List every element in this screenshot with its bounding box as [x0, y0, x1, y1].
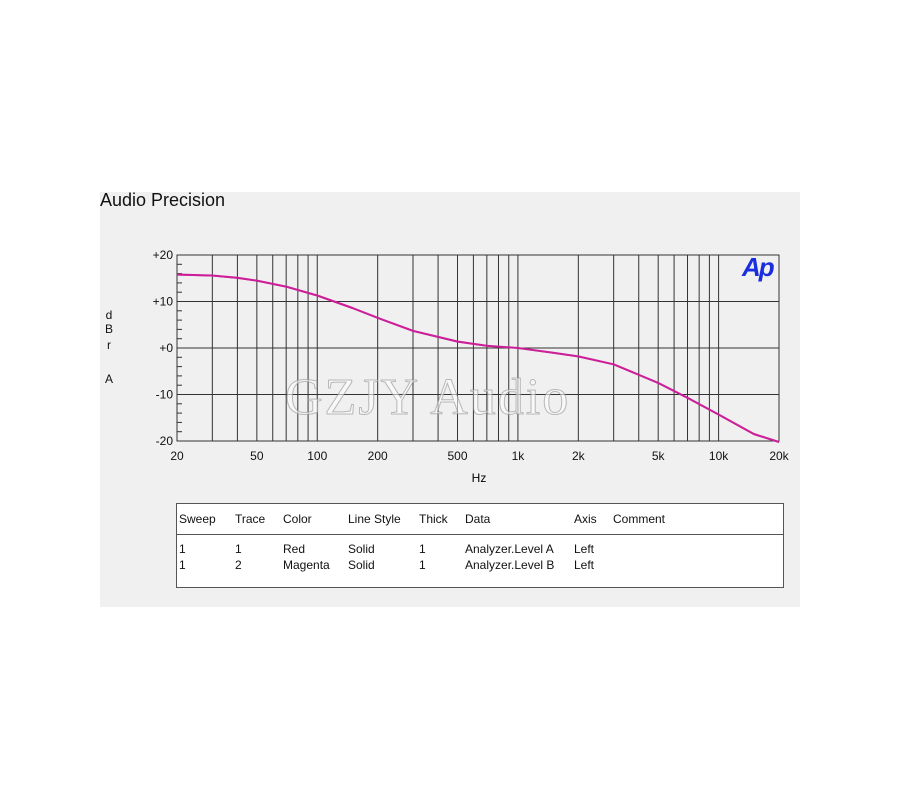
legend-cell: Red [283, 542, 306, 556]
y-axis-label-letter: r [107, 338, 111, 352]
x-tick-labels: 20 50 100 200 500 1k 2k 5k 10k 20k [170, 449, 789, 463]
grid [176, 254, 780, 442]
series-lines [176, 273, 780, 443]
chart-title: Audio Precision [100, 190, 226, 210]
legend-cell: Left [574, 542, 595, 556]
ap-logo: Ap [742, 252, 775, 282]
legend-cell: Magenta [283, 558, 330, 572]
y-tick-label: -10 [156, 388, 174, 402]
watermark: GZJY Audio [284, 369, 571, 427]
x-tick-label: 20k [769, 449, 789, 463]
legend-cell: 1 [179, 558, 186, 572]
y-axis-label-letter: A [105, 372, 113, 386]
series-line-2 [176, 274, 780, 443]
legend-cell: Left [574, 558, 595, 572]
y-axis-label-letter: d [106, 308, 113, 322]
x-tick-label: 1k [512, 449, 526, 463]
legend-cell: 1 [419, 542, 426, 556]
y-axis-label-letter: B [105, 322, 113, 336]
x-tick-label: 5k [652, 449, 666, 463]
y-tick-label: -20 [156, 434, 174, 448]
plot-frame [176, 254, 780, 442]
y-tick-labels: +20 +10 +0 -10 -20 [153, 248, 174, 448]
legend-cell: Solid [348, 542, 375, 556]
legend-header-sweep: Sweep [179, 512, 216, 526]
x-tick-label: 500 [448, 449, 468, 463]
y-tick-label: +10 [153, 295, 174, 309]
legend-cell: 1 [179, 542, 186, 556]
legend-cell: 1 [419, 558, 426, 572]
legend-divider [177, 534, 783, 535]
y-axis-label: dBr A [105, 308, 113, 386]
y-tick-label: +20 [153, 248, 174, 262]
legend-cell: Analyzer.Level A [465, 542, 554, 556]
y-tick-label: +0 [159, 341, 173, 355]
x-tick-label: 100 [307, 449, 327, 463]
x-tick-label: 10k [709, 449, 729, 463]
legend-header-axis: Axis [574, 512, 597, 526]
x-tick-label: 20 [170, 449, 184, 463]
trace-legend-table: Sweep Trace Color Line Style Thick Data Axis Co… [176, 503, 784, 588]
legend-header-line-style: Line Style [348, 512, 401, 526]
legend-header-color: Color [283, 512, 312, 526]
legend-cell: 2 [235, 558, 242, 572]
x-tick-label: 2k [572, 449, 586, 463]
x-tick-label: 50 [250, 449, 264, 463]
legend-header-thick: Thick [419, 512, 448, 526]
x-axis-label: Hz [472, 471, 487, 485]
legend-header-data: Data [465, 512, 491, 526]
legend-header-trace: Trace [235, 512, 266, 526]
frequency-response-chart: +20 +10 +0 -10 -20 20 50 100 200 500 1k 2k 5k 10k 20k… [105, 248, 790, 485]
legend-cell: Analyzer.Level B [465, 558, 555, 572]
legend-header-comment: Comment [613, 512, 666, 526]
x-tick-label: 200 [368, 449, 388, 463]
legend-cell: 1 [235, 542, 242, 556]
legend-cell: Solid [348, 558, 375, 572]
